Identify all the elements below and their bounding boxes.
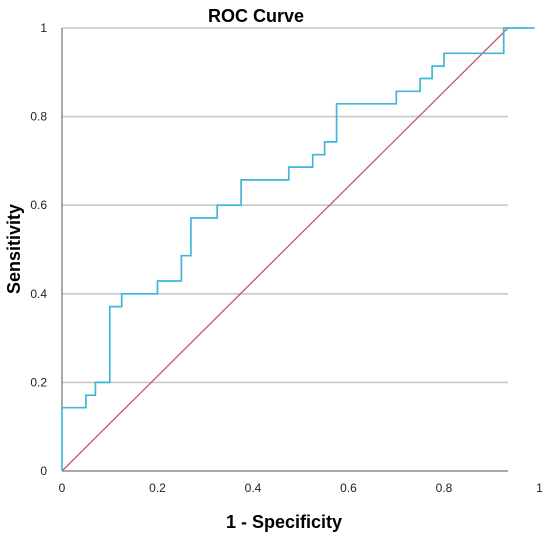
tick-layer: 0 0.2 0.4 0.6 0.8 1 0 0.2 0.4 0.6 0.8 1 [30, 21, 543, 495]
x-tick-label: 0.6 [340, 481, 357, 495]
roc-curve [61, 27, 535, 471]
x-tick-label: 1 [536, 481, 543, 495]
y-axis-label: Sensitivity [4, 204, 24, 294]
reference-line [61, 27, 509, 472]
grid-layer [62, 27, 508, 384]
x-tick-label: 0.4 [245, 481, 262, 495]
y-tick-label: 1 [40, 21, 47, 35]
y-tick-label: 0 [40, 464, 47, 478]
x-tick-label: 0 [59, 481, 66, 495]
chart-title: ROC Curve [208, 6, 304, 26]
y-tick-label: 0.8 [30, 110, 47, 124]
y-tick-label: 0.6 [30, 198, 47, 212]
x-axis-label: 1 - Specificity [226, 512, 342, 532]
y-tick-label: 0.4 [30, 287, 47, 301]
x-tick-label: 0.8 [436, 481, 453, 495]
y-tick-label: 0.2 [30, 375, 47, 389]
series-layer [61, 27, 535, 472]
axis-layer [61, 28, 508, 472]
x-tick-label: 0.2 [149, 481, 166, 495]
